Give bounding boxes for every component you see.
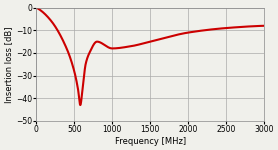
Y-axis label: Insertion loss [dB]: Insertion loss [dB]	[4, 26, 13, 103]
X-axis label: Frequency [MHz]: Frequency [MHz]	[115, 137, 186, 146]
